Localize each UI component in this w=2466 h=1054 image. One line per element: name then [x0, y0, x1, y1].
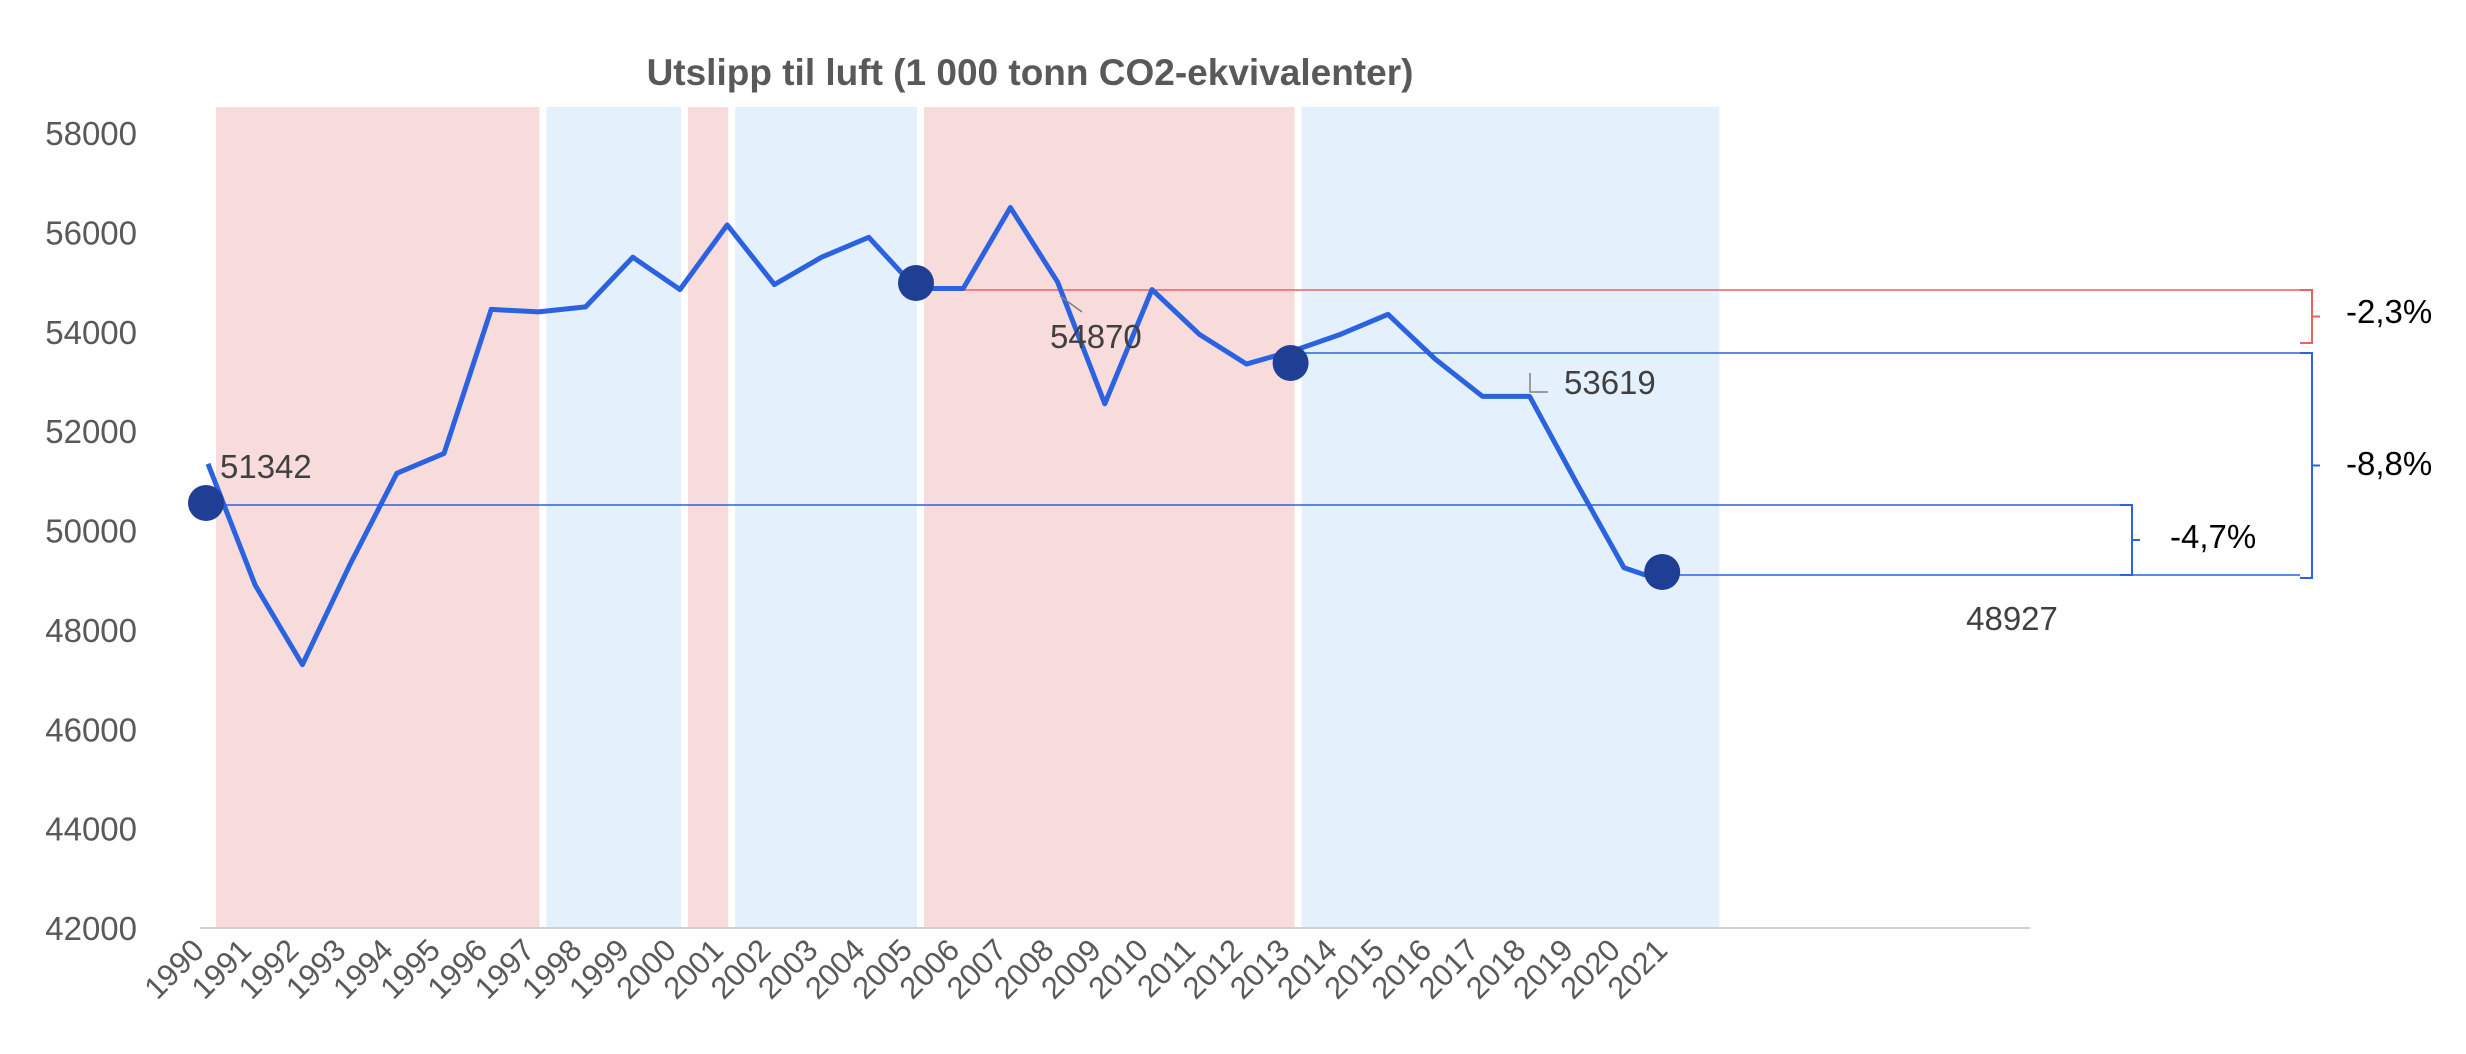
period-band-2001-2005	[735, 107, 917, 928]
period-band-1997-2000	[546, 107, 681, 928]
leader-line-2013	[1529, 373, 1548, 393]
emissions-series-line	[205, 205, 1673, 668]
chart-title: Utslipp til luft (1 000 tonn CO2-ekvival…	[647, 52, 1414, 93]
highlighted-points	[188, 265, 1681, 590]
highlight-point-2005	[898, 265, 934, 301]
bracket-1990-2021	[2120, 504, 2133, 576]
data-label-2013: 53619	[1564, 364, 1656, 401]
period-band-1990-1997	[216, 107, 540, 928]
y-tick-label: 50000	[45, 513, 137, 550]
y-tick-label: 54000	[45, 314, 137, 351]
data-label-2021: 48927	[1966, 600, 2058, 637]
highlight-point-2021	[1644, 554, 1681, 590]
y-tick-label: 58000	[45, 115, 137, 152]
y-tick-label: 52000	[45, 413, 137, 450]
change-label-1990-2021: -4,7%	[2170, 518, 2256, 555]
highlight-point-2013	[1272, 345, 1309, 381]
y-tick-label: 48000	[45, 612, 137, 649]
data-label-2005: 54870	[1050, 318, 1142, 355]
series-layer	[205, 205, 1673, 668]
bracket-2013-2021	[2300, 352, 2313, 579]
period-shading	[216, 107, 1720, 928]
bracket-2005-2013	[2300, 289, 2313, 344]
period-band-2013-2022	[1301, 107, 1720, 928]
data-label-1990: 51342	[220, 448, 312, 485]
leader-line-2005	[1059, 295, 1083, 313]
y-tick-label: 44000	[45, 811, 137, 848]
period-band-2000-2001	[688, 107, 729, 928]
change-label-2013-2021: -8,8%	[2346, 445, 2432, 482]
y-tick-label: 42000	[45, 910, 137, 947]
y-tick-label: 56000	[45, 214, 137, 251]
y-tick-label: 46000	[45, 711, 137, 748]
labels: 51342 54870 53619 48927 -2,3% -4,7% -8,8%	[220, 293, 2432, 637]
period-band-2005-2013	[924, 107, 1295, 928]
highlight-point-1990	[188, 485, 224, 521]
reference-lines	[206, 289, 2320, 579]
change-label-2005-2013: -2,3%	[2346, 293, 2432, 330]
